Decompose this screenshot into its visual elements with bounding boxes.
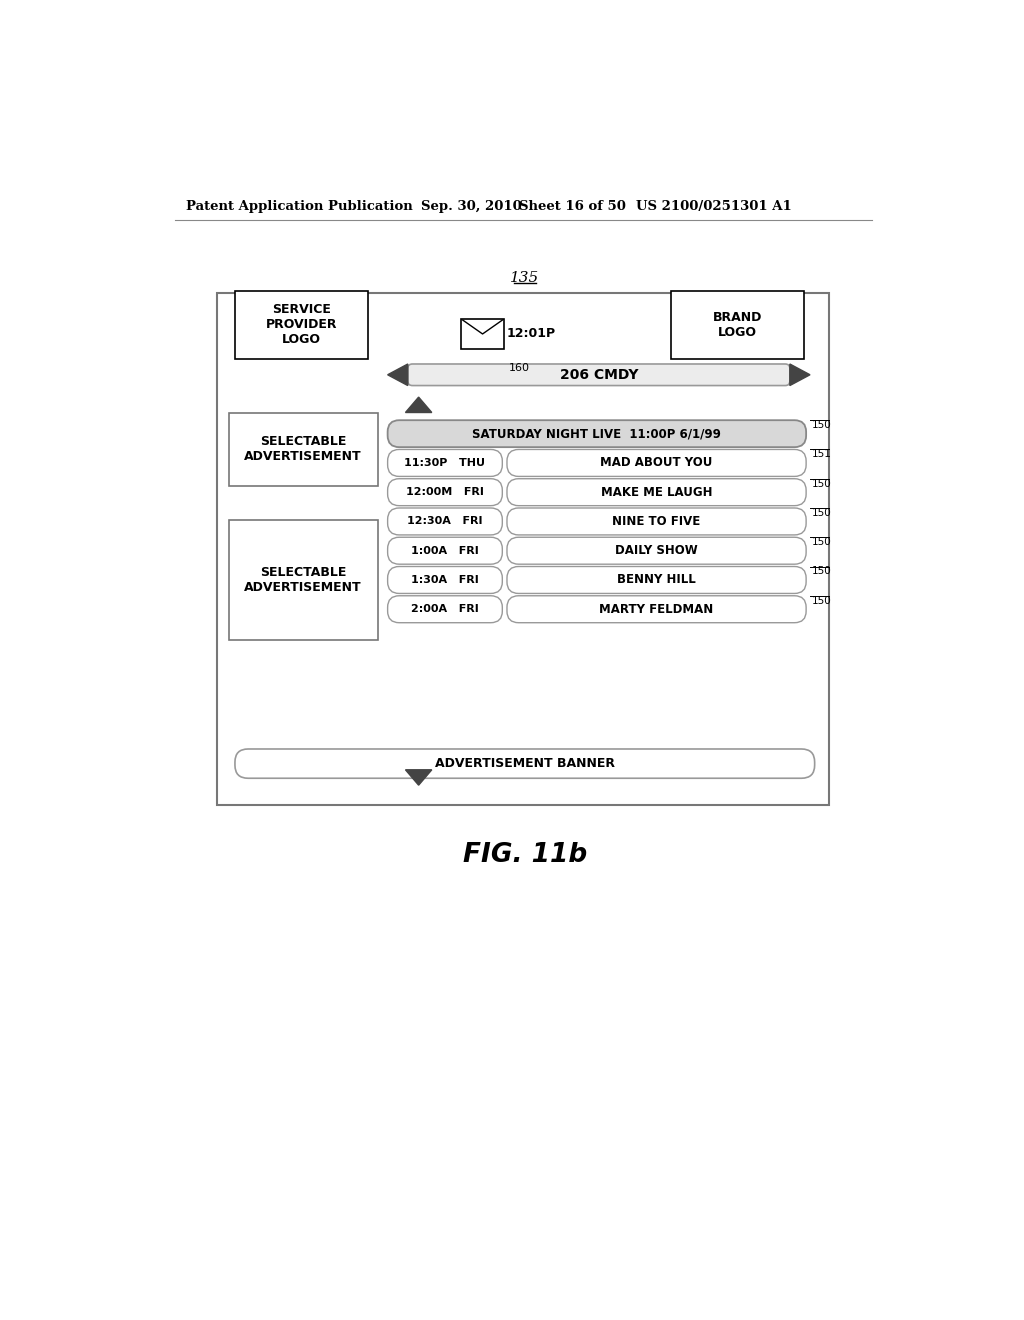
- Polygon shape: [790, 364, 810, 385]
- Text: Sheet 16 of 50: Sheet 16 of 50: [519, 199, 627, 213]
- Polygon shape: [406, 397, 432, 412]
- Text: 12:00M   FRI: 12:00M FRI: [407, 487, 484, 498]
- Text: 150: 150: [812, 595, 831, 606]
- Text: 150: 150: [812, 537, 831, 548]
- Text: ADVERTISEMENT BANNER: ADVERTISEMENT BANNER: [435, 758, 614, 770]
- Text: Patent Application Publication: Patent Application Publication: [186, 199, 413, 213]
- Text: 1:30A   FRI: 1:30A FRI: [411, 576, 479, 585]
- FancyBboxPatch shape: [408, 364, 790, 385]
- Text: SATURDAY NIGHT LIVE  11:00P 6/1/99: SATURDAY NIGHT LIVE 11:00P 6/1/99: [472, 428, 721, 440]
- Text: Sep. 30, 2010: Sep. 30, 2010: [421, 199, 521, 213]
- FancyBboxPatch shape: [388, 566, 503, 594]
- FancyBboxPatch shape: [388, 537, 503, 564]
- FancyBboxPatch shape: [507, 595, 806, 623]
- Text: 150: 150: [812, 420, 831, 430]
- FancyBboxPatch shape: [507, 449, 806, 477]
- FancyBboxPatch shape: [507, 508, 806, 535]
- Text: BENNY HILL: BENNY HILL: [617, 573, 696, 586]
- Text: 151: 151: [812, 449, 831, 459]
- FancyBboxPatch shape: [388, 449, 503, 477]
- Text: 12:01P: 12:01P: [507, 327, 556, 341]
- FancyBboxPatch shape: [388, 420, 806, 447]
- Text: 11:30P   THU: 11:30P THU: [404, 458, 485, 467]
- Text: FIG. 11b: FIG. 11b: [463, 842, 587, 869]
- Text: SELECTABLE
ADVERTISEMENT: SELECTABLE ADVERTISEMENT: [245, 436, 361, 463]
- Text: 160: 160: [509, 363, 530, 372]
- Bar: [217, 293, 829, 805]
- Bar: [228, 520, 378, 640]
- Text: DAILY SHOW: DAILY SHOW: [615, 544, 698, 557]
- Text: 150: 150: [812, 508, 831, 517]
- FancyBboxPatch shape: [507, 566, 806, 594]
- FancyBboxPatch shape: [388, 479, 503, 506]
- Bar: [671, 290, 804, 359]
- FancyBboxPatch shape: [507, 479, 806, 506]
- Text: MAD ABOUT YOU: MAD ABOUT YOU: [600, 457, 713, 470]
- Polygon shape: [388, 364, 408, 385]
- FancyBboxPatch shape: [234, 748, 815, 779]
- Polygon shape: [406, 770, 432, 785]
- Text: 206 CMDY: 206 CMDY: [559, 368, 638, 381]
- Text: 150: 150: [812, 479, 831, 488]
- Text: SELECTABLE
ADVERTISEMENT: SELECTABLE ADVERTISEMENT: [245, 566, 361, 594]
- Text: 150: 150: [812, 566, 831, 577]
- Text: MARTY FELDMAN: MARTY FELDMAN: [599, 603, 714, 615]
- Bar: [461, 318, 504, 350]
- Text: MAKE ME LAUGH: MAKE ME LAUGH: [601, 486, 713, 499]
- Text: 135: 135: [510, 271, 540, 285]
- Bar: [228, 413, 378, 486]
- Text: 2:00A   FRI: 2:00A FRI: [411, 605, 479, 614]
- Text: 12:30A   FRI: 12:30A FRI: [408, 516, 482, 527]
- Text: SERVICE
PROVIDER
LOGO: SERVICE PROVIDER LOGO: [266, 304, 337, 346]
- Text: NINE TO FIVE: NINE TO FIVE: [612, 515, 700, 528]
- Bar: [234, 290, 369, 359]
- FancyBboxPatch shape: [388, 508, 503, 535]
- Text: 1:00A   FRI: 1:00A FRI: [411, 545, 479, 556]
- Text: BRAND
LOGO: BRAND LOGO: [713, 310, 762, 339]
- Text: US 2100/0251301 A1: US 2100/0251301 A1: [636, 199, 792, 213]
- FancyBboxPatch shape: [388, 595, 503, 623]
- FancyBboxPatch shape: [507, 537, 806, 564]
